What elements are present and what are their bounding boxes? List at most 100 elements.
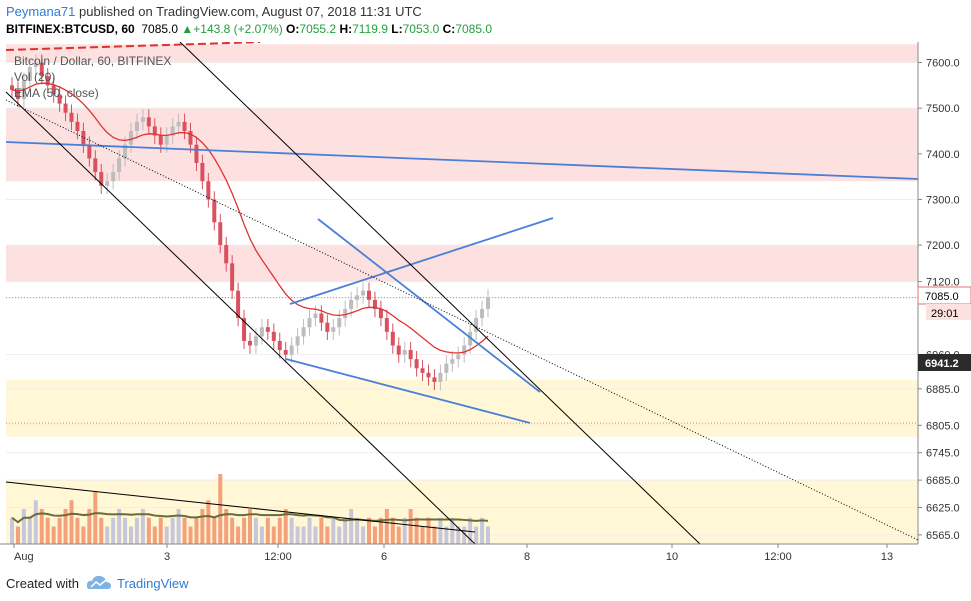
volume-bar [337, 526, 342, 544]
candle-body [134, 121, 139, 131]
y-tick-label: 6805.0 [926, 420, 960, 432]
candle-body [111, 172, 116, 182]
volume-bar [462, 526, 467, 544]
symbol-info-line: BITFINEX:BTCUSD, 60 7085.0 ▲+143.8 (+2.0… [6, 22, 492, 36]
channel-lower-line [5, 91, 476, 545]
volume-bar [57, 517, 62, 544]
volume-bar [420, 526, 425, 544]
candle-body [99, 172, 104, 186]
candle-body [289, 345, 294, 355]
candle-body [93, 158, 98, 173]
candle-body [87, 144, 92, 159]
candle-body [313, 313, 318, 319]
volume-bar [438, 517, 443, 544]
candle-body [152, 126, 157, 136]
volume-bar [343, 517, 348, 544]
volume-bar [396, 526, 401, 544]
ema-polyline [11, 82, 489, 354]
x-tick-label: 10 [666, 551, 678, 563]
volume-bar [480, 517, 485, 544]
low-label: L: [391, 22, 403, 36]
falling-wedge-lower [285, 358, 531, 424]
volume-bar [129, 526, 133, 544]
volume-bar [81, 526, 86, 544]
candle-body [372, 299, 377, 309]
volume-bar [27, 517, 32, 544]
candle-body [283, 350, 288, 355]
volume-bar [15, 526, 20, 544]
zone-red [6, 245, 918, 282]
chart-header: Peymana71 published on TradingView.com, … [0, 0, 971, 42]
candle-body [158, 135, 163, 145]
candle-body [123, 144, 128, 159]
volume-bar [170, 517, 175, 544]
volume-bar [99, 517, 104, 544]
y-tick-label: 7600.0 [926, 58, 960, 70]
volume-bar [277, 517, 282, 544]
candle-body [129, 130, 133, 145]
volume-bar [176, 509, 181, 544]
candle-body [301, 327, 306, 337]
volume-bar [21, 509, 26, 544]
candle-body [176, 121, 181, 127]
candle-body [295, 336, 300, 346]
countdown-label: 29:01 [931, 308, 959, 320]
candle-body [319, 313, 324, 323]
candle-body [414, 359, 419, 369]
candle-body [325, 322, 330, 332]
author-link[interactable]: Peymana71 [6, 4, 76, 19]
candle-body [194, 144, 199, 163]
volume-bar [146, 517, 151, 544]
candle-body [230, 263, 235, 291]
volume-bar [325, 526, 330, 544]
candle-body [63, 103, 68, 113]
volume-bar [93, 491, 98, 544]
red-dashed-line [5, 41, 261, 51]
candle-body [462, 345, 467, 355]
volume-bar [402, 517, 407, 544]
candle-body [349, 299, 354, 309]
candle-body [486, 297, 490, 309]
volume-bar [164, 526, 169, 544]
tradingview-brand-link[interactable]: TradingView [117, 576, 189, 591]
chart-area[interactable]: 7600.07500.07400.07300.07200.07120.06960… [0, 41, 971, 564]
legend: Bitcoin / Dollar, 60, BITFINEX Vol (20) … [14, 54, 171, 100]
created-with-text: Created with [6, 576, 79, 591]
volume-bar [414, 517, 419, 544]
candle-body [420, 368, 425, 373]
price-chart[interactable]: 7600.07500.07400.07300.07200.07120.06960… [0, 41, 971, 564]
volume-bar [390, 517, 395, 544]
candle-body [164, 135, 169, 145]
volume-bar [134, 517, 139, 544]
dotted-diagonal-line [5, 99, 919, 541]
candle-body [307, 318, 312, 328]
candle-body [367, 290, 371, 300]
candle-body [474, 318, 479, 332]
candle-body [253, 336, 258, 346]
volume-bar [253, 517, 258, 544]
volume-bar [87, 509, 92, 544]
candle-body [39, 62, 44, 77]
up-arrow-icon: ▲ [181, 22, 194, 36]
x-tick-label: 12:00 [264, 551, 292, 563]
candle-body [259, 327, 264, 337]
volume-bar [194, 517, 199, 544]
candle-body [15, 89, 20, 100]
tradingview-logo-icon[interactable] [86, 574, 112, 592]
volume-bar [45, 517, 50, 544]
candle-body [117, 158, 122, 173]
volume-bar [111, 517, 116, 544]
candle-body [277, 340, 282, 351]
volume-bar [349, 509, 354, 544]
volume-bar [105, 526, 110, 544]
volume-bar [123, 517, 128, 544]
volume-bar [456, 526, 461, 544]
volume-bar [307, 517, 312, 544]
price-labels: 7085.0 29:01 6941.2 [917, 286, 971, 371]
candle-body [146, 117, 151, 127]
volume-bar [158, 517, 163, 544]
volume-bar [230, 517, 235, 544]
y-tick-label: 7500.0 [926, 103, 960, 115]
horizontal-trendline [5, 141, 919, 180]
x-tick-label: 8 [524, 551, 530, 563]
